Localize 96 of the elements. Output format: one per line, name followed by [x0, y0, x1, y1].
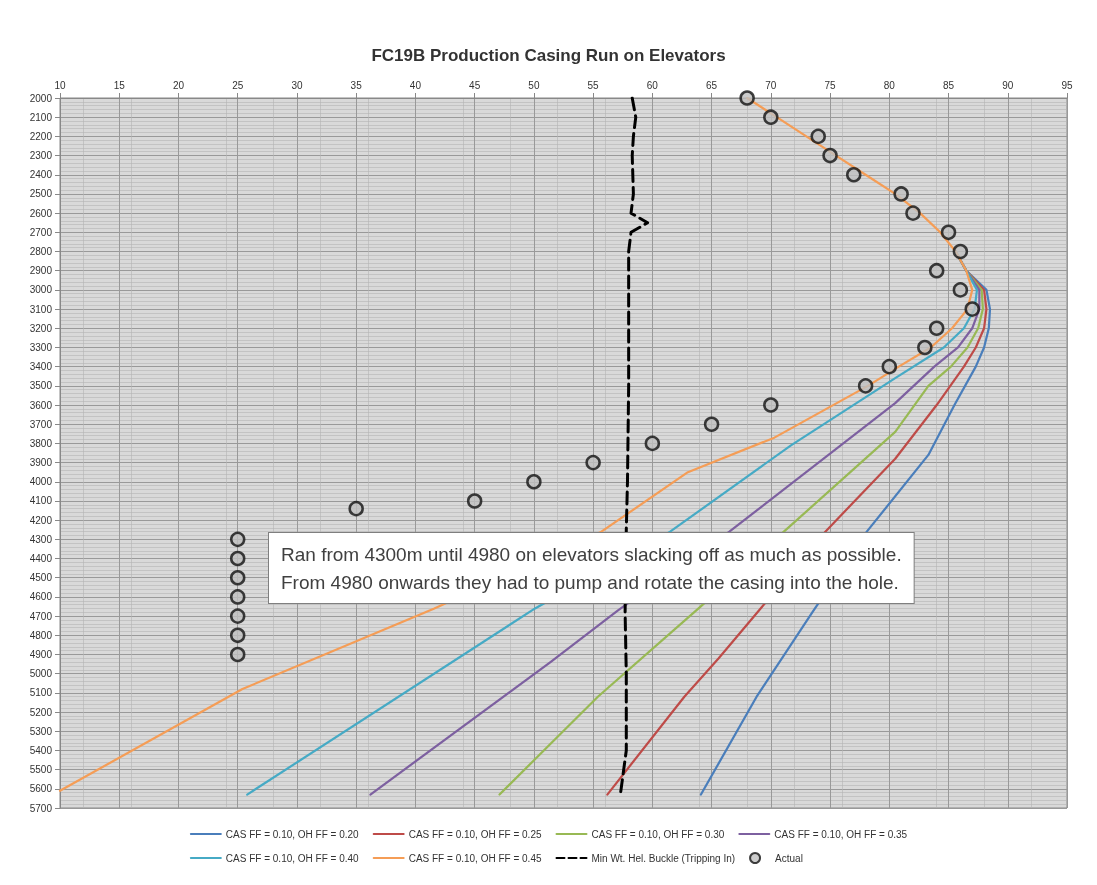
y-tick-label: 5400 [29, 744, 53, 756]
point [905, 205, 921, 221]
y-tick-label: 5700 [29, 802, 53, 814]
point [822, 147, 838, 164]
point [881, 358, 898, 375]
x-tick-label: 80 [883, 79, 896, 91]
y-tick-label: 4000 [29, 476, 53, 488]
x-tick-label: 45 [469, 79, 481, 91]
y-tick-label: 4500 [29, 572, 53, 584]
y-tick-label: 5200 [29, 706, 53, 718]
chart-title: FC19B Production Casing Run on Elevators [371, 46, 726, 65]
point [763, 109, 779, 125]
y-tick-label: 3500 [29, 380, 53, 392]
legend-label: CAS FF = 0.10, OH FF = 0.35 [774, 828, 908, 840]
annotation: Ran from 4300m until 4980 on elevators slacking off as much as possible. From 4980 onwards they had to pump and rotate the casing into the hole. [281, 543, 902, 593]
x-tick-label: 55 [587, 79, 600, 91]
y-tick-label: 3200 [29, 322, 53, 334]
x-tick-label: 85 [942, 79, 955, 91]
point [229, 627, 246, 644]
point [739, 90, 755, 106]
y-tick-label: 5100 [29, 687, 53, 699]
x-tick-label: 15 [113, 79, 126, 91]
x-tick-label: 40 [409, 79, 422, 91]
y-tick-label: 2200 [29, 130, 53, 142]
y-tick-label: 4200 [29, 514, 53, 526]
y-tick-label: 4100 [29, 495, 53, 507]
point [229, 531, 246, 548]
x-tick-label: 10 [54, 79, 66, 91]
x-tick-label: 60 [646, 79, 659, 91]
x-tick-label: 90 [1002, 79, 1014, 91]
y-tick-label: 3000 [29, 284, 53, 296]
point [964, 301, 980, 317]
y-tick-label: 5600 [29, 783, 53, 795]
point [526, 474, 542, 490]
y-tick-label: 5300 [29, 725, 53, 737]
point [229, 608, 246, 624]
x-tick-label: 50 [528, 79, 540, 91]
point [703, 416, 720, 432]
legend-label: Actual [775, 852, 803, 864]
y-tick-label: 2000 [29, 92, 53, 104]
x-tick-label: 30 [291, 79, 303, 91]
point [229, 569, 246, 586]
point [348, 500, 364, 517]
x-tick-label: 95 [1061, 79, 1073, 91]
legend-label: CAS FF = 0.10, OH FF = 0.30 [591, 828, 725, 840]
legend-label: CAS FF = 0.10, OH FF = 0.45 [408, 852, 542, 864]
point [229, 550, 246, 567]
y-tick-label: 4300 [29, 533, 53, 545]
y-tick-label: 4700 [29, 610, 53, 622]
y-tick-label: 4400 [29, 553, 53, 565]
legend-label: CAS FF = 0.10, OH FF = 0.40 [225, 852, 360, 864]
point [952, 243, 969, 260]
y-tick-label: 2300 [29, 150, 53, 162]
y-tick-label: 2100 [29, 111, 53, 123]
x-tick-label: 65 [706, 79, 718, 91]
point [644, 435, 661, 452]
y-tick-label: 2900 [29, 265, 53, 277]
point [917, 339, 933, 356]
point [928, 262, 945, 279]
point [952, 282, 969, 298]
x-tick-label: 70 [765, 79, 777, 91]
point [585, 454, 601, 471]
legend-label: CAS FF = 0.10, OH FF = 0.25 [408, 828, 542, 840]
y-tick-label: 5500 [29, 764, 53, 776]
y-tick-label: 3100 [29, 303, 53, 315]
y-tick-label: 3900 [29, 457, 53, 469]
point [857, 378, 874, 394]
x-tick-label: 35 [350, 79, 363, 91]
x-tick-label: 20 [172, 79, 185, 91]
y-tick-label: 2500 [29, 188, 53, 200]
x-tick-label: 25 [232, 79, 244, 91]
y-tick-label: 2800 [29, 246, 53, 258]
y-tick-label: 3400 [29, 361, 53, 373]
point [763, 397, 779, 413]
point [940, 224, 957, 241]
point [229, 646, 246, 663]
y-tick-label: 3600 [29, 399, 53, 411]
y-tick-label: 2400 [29, 169, 53, 181]
y-tick-label: 3700 [29, 418, 53, 430]
y-tick-label: 5000 [29, 668, 53, 680]
y-tick-label: 2600 [29, 207, 53, 219]
point [893, 186, 909, 202]
y-tick-label: 3800 [29, 437, 53, 449]
point [928, 320, 945, 337]
y-tick-label: 4800 [29, 629, 53, 641]
point [229, 589, 246, 605]
point [466, 493, 483, 509]
y-tick-label: 2700 [29, 226, 53, 238]
legend-label: Min Wt. Hel. Buckle (Tripping In) [591, 852, 736, 864]
y-tick-label: 3300 [29, 341, 53, 353]
legend-label: CAS FF = 0.10, OH FF = 0.20 [225, 828, 360, 840]
y-tick-label: 4600 [29, 591, 53, 603]
x-tick-label: 75 [824, 79, 837, 91]
point [846, 167, 862, 183]
point [810, 128, 826, 145]
y-tick-label: 4900 [29, 648, 53, 660]
